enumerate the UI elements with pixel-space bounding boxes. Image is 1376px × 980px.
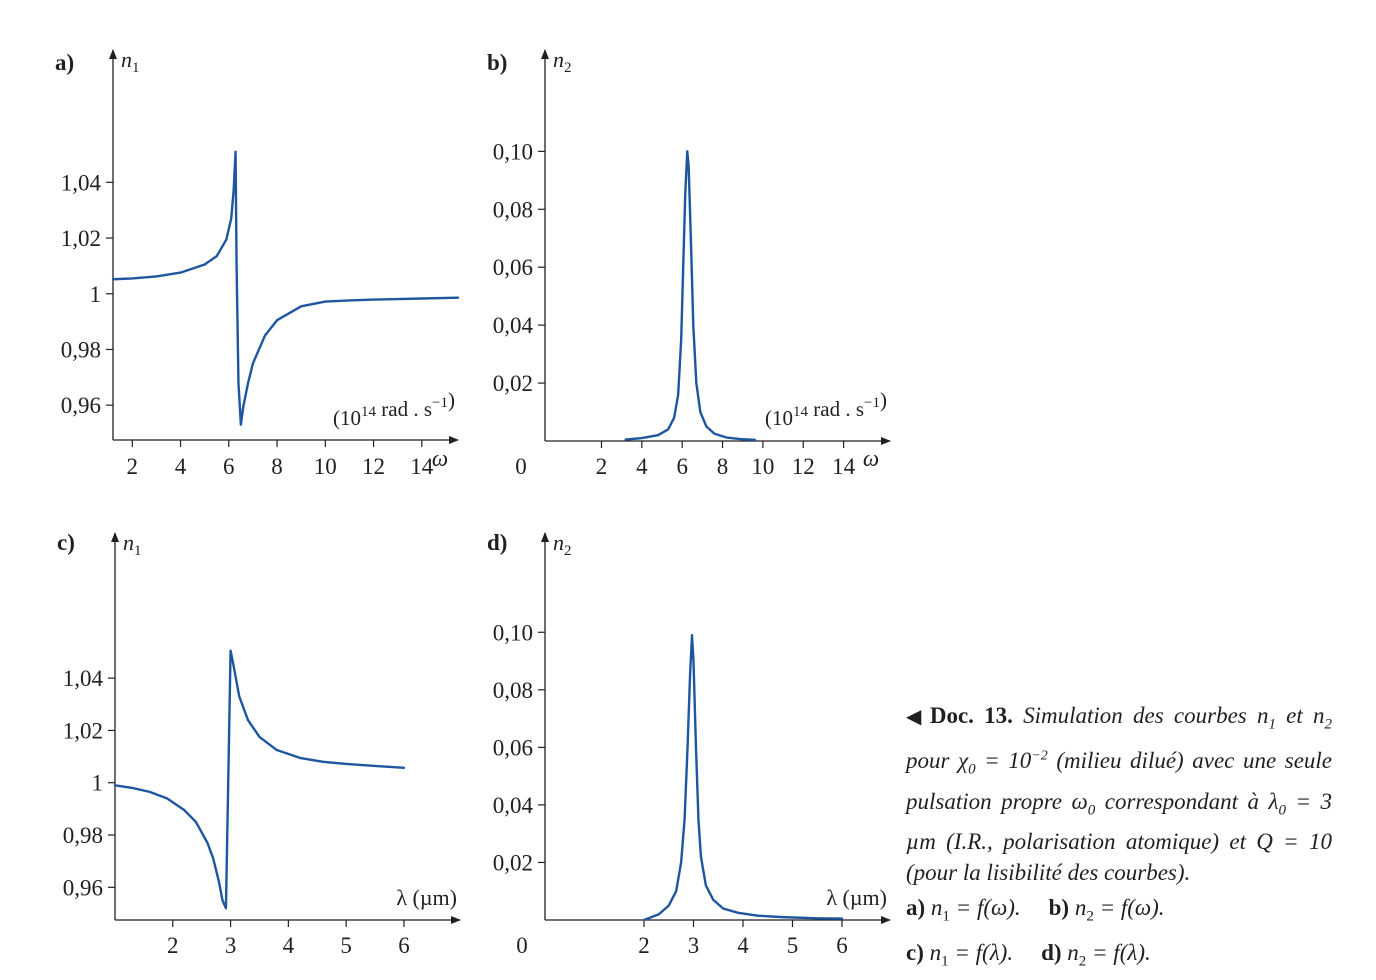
y-tick-label-a: 0,96: [61, 393, 101, 418]
series-line-d-0: [642, 633, 844, 922]
origin-label-d: 0: [516, 933, 528, 958]
x-tick-label-a: 14: [410, 454, 434, 479]
y-tick-label-a: 1: [90, 282, 102, 307]
x-tick-label-c: 2: [167, 933, 179, 958]
x-tick-label-d: 2: [638, 933, 650, 958]
x-tick-label-a: 4: [175, 454, 187, 479]
x-tick-label-d: 4: [737, 933, 749, 958]
y-tick-label-a: 1,04: [61, 170, 102, 195]
x-unit-label-a: (1014 rad . s−1): [333, 388, 455, 430]
chart-panel-d: d) n2 0,02 0,04 0,06 0,08 0,10 2 3 4 5 6 0 λ (µm): [487, 530, 891, 958]
chart-panel-c: c) n1 0,96 0,98 1 1,02 1,04 2 3 4 5 6 λ (µm): [57, 530, 461, 958]
y-tick-label-c: 1: [92, 771, 104, 796]
y-tick-label-b: 0,08: [493, 197, 533, 222]
x-tick-label-b: 10: [751, 454, 774, 479]
x-axis-label-c: λ (µm): [396, 885, 457, 910]
x-tick-label-d: 5: [787, 933, 799, 958]
y-axis-label-b: n2: [553, 47, 572, 76]
y-tick-label-d: 0,08: [493, 678, 533, 703]
x-tick-label-c: 5: [340, 933, 352, 958]
y-tick-label-c: 1,04: [63, 666, 104, 691]
x-tick-label-b: 2: [596, 454, 608, 479]
x-tick-label-b: 12: [792, 454, 815, 479]
caption-arrow-icon: ◀: [906, 706, 926, 728]
y-axis-label-a: n1: [121, 47, 140, 76]
series-line-b-0: [624, 150, 757, 442]
panel-label-a: a): [55, 50, 74, 75]
x-tick-label-c: 3: [225, 933, 237, 958]
y-axis-label-c: n1: [123, 530, 142, 559]
x-tick-label-b: 14: [832, 454, 856, 479]
y-tick-label-a: 0,98: [61, 337, 101, 362]
y-tick-label-d: 0,04: [493, 793, 534, 818]
y-tick-label-b: 0,10: [493, 139, 533, 164]
y-tick-label-d: 0,02: [493, 850, 533, 875]
x-tick-label-d: 3: [688, 933, 700, 958]
x-tick-label-a: 2: [127, 454, 139, 479]
y-axis-label-d: n2: [553, 530, 572, 559]
x-tick-label-b: 6: [676, 454, 688, 479]
x-axis-label-a: ω: [432, 446, 448, 471]
caption-body: Simulation des courbes n1 et n2 pour χ0 …: [906, 703, 1332, 886]
x-tick-label-c: 4: [283, 933, 295, 958]
y-tick-label-c: 1,02: [63, 718, 103, 743]
figure-caption: ◀ Doc. 13. Simulation des courbes n1 et n…: [906, 700, 1332, 978]
origin-label-b: 0: [515, 454, 527, 479]
x-tick-label-a: 8: [271, 454, 283, 479]
y-tick-label-a: 1,02: [61, 226, 101, 251]
x-tick-label-a: 6: [223, 454, 235, 479]
x-axis-label-d: λ (µm): [826, 885, 887, 910]
caption-doc-ref: Doc. 13.: [929, 703, 1013, 728]
panel-label-d: d): [487, 530, 507, 555]
panel-label-c: c): [57, 530, 75, 555]
y-tick-label-d: 0,10: [493, 620, 533, 645]
y-tick-label-c: 0,98: [63, 823, 103, 848]
chart-panel-a: a) n1 0,96 0,98 1 1,02 1,04 2 4 6 8 10 12 14 (1014 rad…: [55, 47, 460, 479]
caption-legend-row-2: c) n1 = f(λ). d) n2 = f(λ).: [906, 940, 1151, 970]
x-tick-label-a: 12: [362, 454, 385, 479]
series-line-a-0: [111, 150, 460, 426]
x-tick-label-d: 6: [836, 933, 848, 958]
x-unit-label-b: (1014 rad . s−1): [765, 388, 887, 430]
series-line-c-0: [113, 649, 406, 910]
y-tick-label-c: 0,96: [63, 875, 103, 900]
panel-label-b: b): [487, 50, 507, 75]
y-tick-label-b: 0,06: [493, 255, 533, 280]
x-tick-label-c: 6: [398, 933, 410, 958]
chart-panel-b: b) n2 0,02 0,04 0,06 0,08 0,10 2 4 6 8 10 12 14 0 (1014…: [487, 47, 891, 479]
x-tick-label-b: 8: [717, 454, 729, 479]
y-tick-label-b: 0,04: [493, 313, 534, 338]
x-tick-label-a: 10: [314, 454, 337, 479]
x-tick-label-b: 4: [636, 454, 648, 479]
x-axis-label-b: ω: [863, 446, 879, 471]
caption-legend-row-1: a) n1 = f(ω). b) n2 = f(ω).: [906, 895, 1165, 926]
y-tick-label-d: 0,06: [493, 735, 533, 760]
y-tick-label-b: 0,02: [493, 371, 533, 396]
